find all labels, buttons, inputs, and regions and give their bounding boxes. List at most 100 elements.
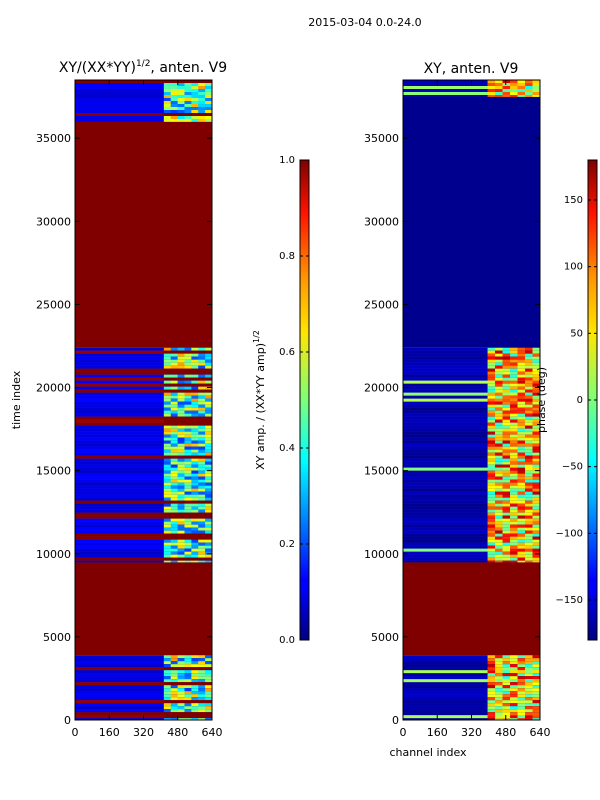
heatmap-cell: [517, 539, 526, 543]
heatmap-cell: [510, 658, 518, 662]
heatmap-row: [75, 679, 212, 683]
heatmap-cell: [532, 347, 541, 351]
heatmap-cell: [532, 446, 541, 450]
heatmap-cell: [163, 703, 172, 707]
heatmap-cell: [532, 479, 541, 483]
heatmap-cell: [177, 365, 185, 369]
heatmap-cell: [191, 395, 199, 399]
heatmap-cell: [487, 467, 496, 471]
heatmap-cell: [191, 383, 199, 387]
heatmap-row: [75, 389, 212, 393]
heatmap-cell: [170, 428, 178, 432]
heatmap-cell: [184, 362, 192, 366]
amp-heatmap: [75, 80, 213, 721]
heatmap-cell: [163, 494, 172, 498]
heatmap-cell: [525, 521, 533, 525]
heatmap-cell: [198, 554, 206, 558]
heatmap-cell: [177, 476, 185, 480]
heatmap-cell: [198, 452, 206, 456]
heatmap-cell: [184, 440, 192, 444]
heatmap-cell: [495, 703, 503, 707]
heatmap-cell: [184, 437, 192, 441]
heatmap-cell: [163, 401, 172, 405]
heatmap-cell: [510, 407, 518, 411]
heatmap-cell: [163, 682, 172, 686]
heatmap-cell: [184, 500, 192, 504]
heatmap-cell: [198, 518, 206, 522]
heatmap-cell: [532, 706, 541, 710]
heatmap-cell: [532, 694, 541, 698]
heatmap-cell: [510, 83, 518, 87]
y-tick-label: 5000: [371, 631, 399, 644]
heatmap-cell: [163, 365, 172, 369]
heatmap-cell: [510, 494, 518, 498]
heatmap-cell: [495, 383, 503, 387]
heatmap-cell: [495, 676, 503, 680]
heatmap-cell: [517, 673, 526, 677]
heatmap-cell: [517, 512, 526, 516]
heatmap-cell: [502, 476, 511, 480]
heatmap-cell: [198, 515, 206, 519]
heatmap-cell: [525, 371, 533, 375]
heatmap-cell: [177, 709, 185, 713]
heatmap-cell: [191, 407, 199, 411]
heatmap-cell: [525, 485, 533, 489]
heatmap-cell: [163, 709, 172, 713]
x-tick-label: 480: [167, 726, 188, 739]
heatmap-cell: [502, 560, 511, 563]
heatmap-cell: [191, 536, 199, 540]
heatmap-cell: [517, 434, 526, 438]
heatmap-cell: [525, 437, 533, 441]
heatmap-cell: [487, 464, 496, 468]
heatmap-cell: [487, 658, 496, 662]
heatmap-row: [403, 682, 540, 686]
heatmap-cell: [502, 479, 511, 483]
heatmap-cell: [487, 509, 496, 513]
heatmap-cell: [205, 676, 213, 680]
heatmap-cell: [191, 533, 199, 537]
heatmap-cell: [205, 80, 213, 84]
heatmap-cell: [495, 80, 503, 84]
heatmap-cell: [177, 80, 185, 84]
heatmap-cell: [191, 83, 199, 87]
heatmap-cell: [525, 476, 533, 480]
heatmap-cell: [532, 434, 541, 438]
heatmap-row: [75, 431, 212, 435]
heatmap-cell: [502, 347, 511, 351]
heatmap-cell: [184, 350, 192, 354]
heatmap-cell: [525, 470, 533, 474]
heatmap-cell: [205, 359, 213, 363]
heatmap-cell: [170, 664, 178, 668]
heatmap-cell: [517, 356, 526, 360]
heatmap-cell: [205, 560, 213, 563]
heatmap-row: [403, 554, 540, 558]
colorbar-tick-label: 0.4: [279, 443, 295, 454]
heatmap-cell: [205, 107, 213, 111]
heatmap-cell: [184, 697, 192, 701]
heatmap-cell: [487, 661, 496, 665]
heatmap-cell: [502, 548, 511, 552]
heatmap-cell: [495, 404, 503, 408]
heatmap-cell: [525, 368, 533, 372]
heatmap-cell: [163, 449, 172, 453]
heatmap-cell: [198, 110, 206, 114]
heatmap-row: [403, 359, 540, 363]
heatmap-cell: [191, 89, 199, 93]
heatmap-cell: [191, 539, 199, 543]
heatmap-cell: [495, 536, 503, 540]
heatmap-cell: [198, 479, 206, 483]
heatmap-cell: [517, 655, 526, 659]
heatmap-cell: [487, 497, 496, 501]
heatmap-cell: [163, 440, 172, 444]
heatmap-row: [403, 515, 540, 519]
heatmap-cell: [487, 89, 496, 93]
heatmap-cell: [502, 482, 511, 486]
heatmap-cell: [205, 658, 213, 662]
heatmap-cell: [163, 497, 172, 501]
heatmap-cell: [510, 404, 518, 408]
heatmap-cell: [502, 467, 511, 471]
heatmap-cell: [525, 377, 533, 381]
heatmap-cell: [487, 395, 496, 399]
heatmap-cell: [184, 718, 192, 721]
heatmap-cell: [205, 530, 213, 534]
